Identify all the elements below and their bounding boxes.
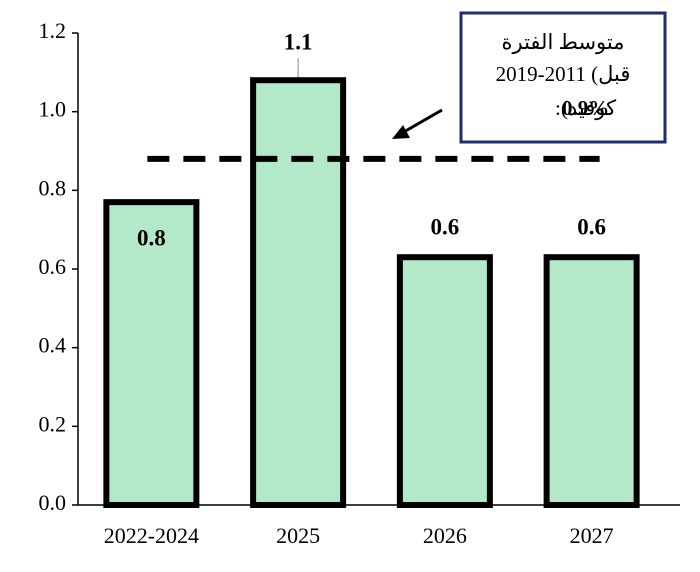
value-label: 0.6 (577, 214, 606, 239)
annotation-value: 0.9% (562, 96, 609, 120)
y-tick-label: 0.0 (39, 490, 67, 515)
x-tick-label: 2026 (423, 523, 467, 548)
bar (250, 77, 347, 508)
value-label: 0.6 (431, 214, 460, 239)
y-tick-label: 0.2 (39, 411, 67, 436)
x-tick-label: 2025 (276, 523, 320, 548)
y-tick-label: 1.2 (39, 18, 67, 43)
bar (396, 254, 493, 509)
y-tick-label: 0.4 (39, 333, 67, 358)
bar (543, 254, 640, 509)
annotation-arrowhead (392, 125, 410, 139)
bar (103, 199, 200, 508)
value-label: 1.1 (284, 29, 313, 54)
x-tick-label: 2022-2024 (104, 523, 199, 548)
y-tick-label: 0.6 (39, 254, 67, 279)
annotation-line: متوسط الفترة (502, 30, 625, 55)
value-label: 0.8 (137, 225, 166, 250)
annotation-arrow (401, 108, 443, 135)
annotation-line: كوفيد): (555, 96, 616, 121)
annotation-line: 2019-2011 (قبل (496, 62, 631, 86)
annotation-box (459, 11, 667, 144)
y-tick-label: 0.8 (39, 175, 67, 200)
y-tick-label: 1.0 (39, 97, 67, 122)
x-tick-label: 2027 (570, 523, 614, 548)
